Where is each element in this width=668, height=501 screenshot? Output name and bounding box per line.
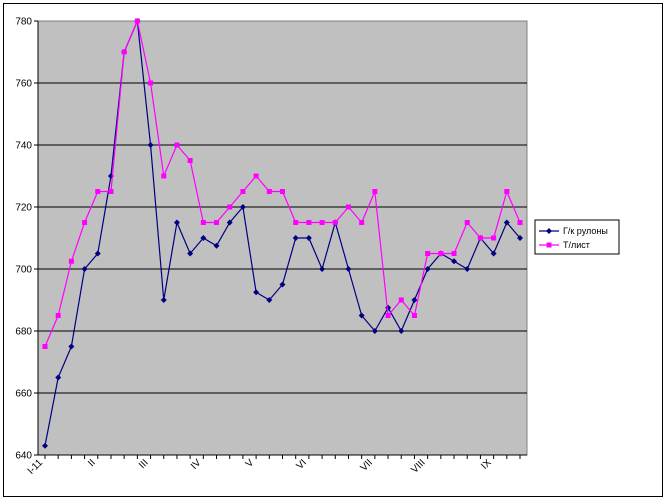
data-point [280,189,285,194]
y-tick-label: 760 [15,79,32,90]
data-point [214,220,220,225]
data-point [517,235,523,241]
data-point [55,374,62,381]
data-point [424,266,431,272]
y-tick-label: 640 [15,451,32,462]
data-point [55,313,61,318]
data-point [266,189,272,194]
legend-marker [546,228,552,234]
data-point [345,266,352,272]
data-point [398,297,404,303]
y-axis-ticks: 640 660 680 700 720 740 760 780 [15,17,38,462]
data-point [292,235,299,241]
data-point [451,258,458,265]
data-point [517,220,523,225]
data-point [359,220,365,225]
plot-area [37,20,528,456]
data-point [504,189,510,194]
legend-marker [546,242,552,248]
data-point [200,235,207,241]
data-point [108,189,114,194]
x-tick-label: VI [295,457,309,471]
data-point [503,219,510,226]
data-point [200,220,206,225]
data-point [81,266,88,272]
data-point [293,220,299,225]
data-point [345,204,351,210]
data-point [371,328,378,334]
data-point [438,251,444,256]
data-point [187,250,194,257]
legend-label: Т/лист [563,240,590,250]
y-tick-label: 700 [15,265,32,276]
series-sheet [42,18,523,349]
data-point [464,266,471,272]
y-tick-label: 720 [15,203,32,214]
data-point [95,189,101,194]
data-point [491,235,497,241]
data-point [306,220,312,225]
data-point [147,142,154,148]
data-point [174,142,180,148]
x-tick-label: VII [359,457,375,473]
data-point [385,313,391,318]
y-tick-label: 680 [15,327,32,338]
data-point [411,313,417,318]
data-point [319,220,325,225]
series-group [42,18,523,449]
x-tick-label: II [86,457,98,469]
legend-box [534,219,620,255]
data-point [148,80,154,86]
data-point [68,343,75,350]
data-point [451,251,457,256]
data-point [42,442,48,449]
gridlines [38,82,527,394]
x-tick-label: IX [479,457,494,472]
data-point [239,204,246,210]
data-point [240,189,246,194]
data-point [213,242,220,249]
data-point [358,312,365,319]
x-tick-label: IV [189,457,204,472]
data-point [253,289,260,296]
data-point [187,158,193,163]
data-point [121,49,127,55]
x-tick-label: III [137,457,151,471]
y-tick-label: 660 [15,389,32,400]
legend-label: Г/к рулоны [563,226,608,236]
data-point [42,344,48,349]
data-point [425,251,431,256]
data-point [319,266,326,272]
data-point [173,219,180,226]
data-point [161,173,167,179]
data-point [68,258,74,264]
data-point [279,281,286,288]
data-point [266,297,273,303]
x-axis-ticks: I-11 II III IV V VI VII VIII IX [26,455,521,477]
data-point [82,220,88,225]
legend: Г/к рулоны Т/лист [534,219,620,255]
data-point [332,220,338,225]
data-point [160,297,167,303]
data-point [372,189,378,194]
x-tick-label: V [244,457,257,470]
data-point [477,235,483,241]
data-point [134,18,140,24]
data-point [253,173,259,179]
data-point [305,235,312,241]
data-point [226,219,233,226]
data-point [411,297,418,303]
data-point [464,220,470,225]
y-tick-label: 740 [15,141,32,152]
data-point [227,204,233,210]
x-tick-label: VIII [409,457,427,475]
data-point [490,250,497,257]
data-point [94,250,101,257]
data-point [398,328,405,334]
y-tick-label: 780 [15,17,32,28]
